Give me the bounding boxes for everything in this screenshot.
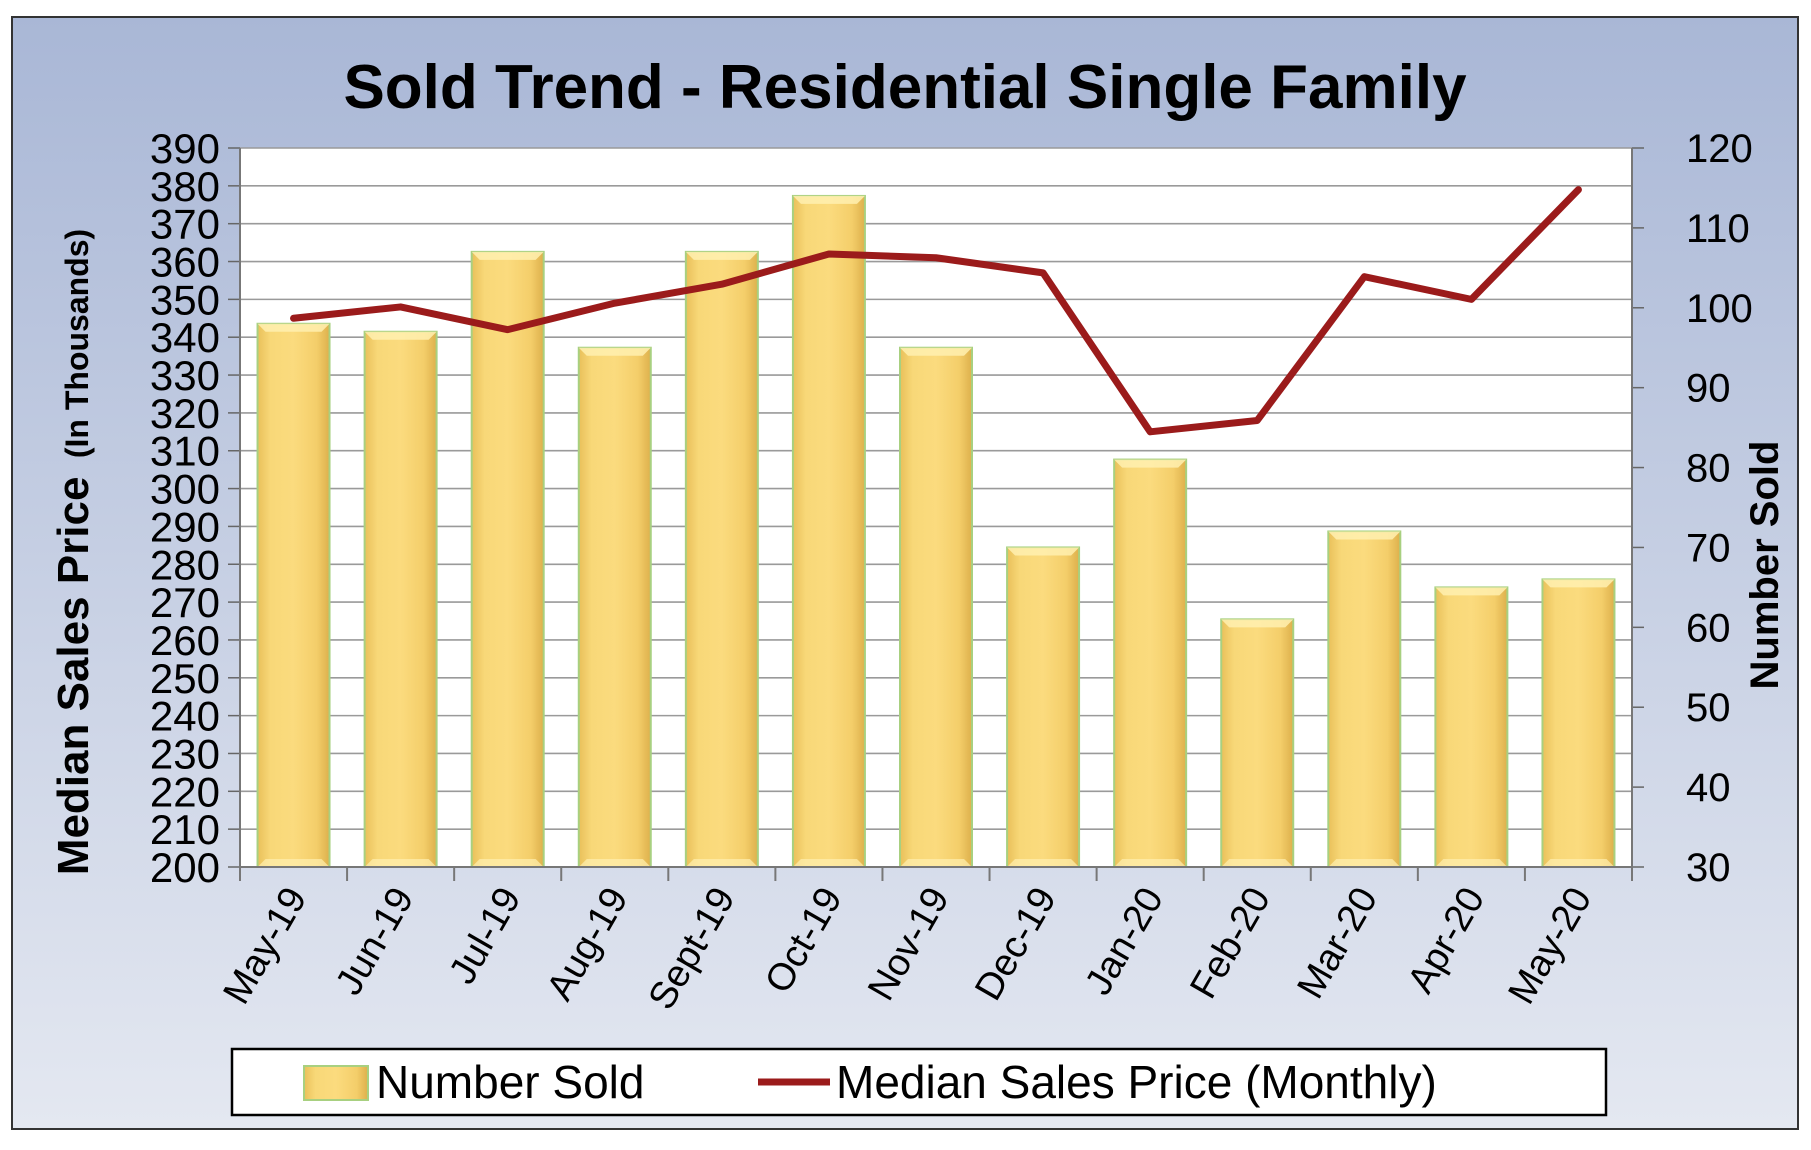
- bar: [472, 252, 544, 867]
- y-axis-label-note: (In Thousands): [59, 229, 95, 458]
- right-tick-label: 110: [1686, 207, 1750, 251]
- bar: [1114, 460, 1186, 867]
- right-tick-label: 70: [1686, 526, 1731, 570]
- y-axis-label-main: Median Sales Price: [49, 477, 98, 876]
- bar: [258, 324, 330, 867]
- chart-title: Sold Trend - Residential Single Family: [343, 53, 1467, 122]
- left-tick-label: 390: [150, 125, 220, 172]
- right-tick-label: 30: [1686, 846, 1731, 890]
- legend-label-number-sold: Number Sold: [376, 1056, 644, 1108]
- right-tick-label: 60: [1686, 606, 1731, 650]
- bar: [900, 348, 972, 867]
- right-tick-label: 50: [1686, 686, 1731, 730]
- bar: [1221, 619, 1293, 867]
- left-axis-ticks: 2002102202302402502602702802903003103203…: [150, 125, 220, 891]
- bar: [1007, 547, 1079, 867]
- right-tick-label: 40: [1686, 766, 1731, 810]
- bar: [1435, 587, 1507, 867]
- bar: [579, 348, 651, 867]
- y2-axis-label: Number Sold: [1743, 441, 1787, 690]
- bar: [1542, 579, 1614, 867]
- right-tick-label: 100: [1686, 287, 1753, 331]
- right-tick-label: 120: [1686, 127, 1753, 171]
- legend: Number Sold Median Sales Price (Monthly): [232, 1049, 1606, 1115]
- right-tick-label: 80: [1686, 447, 1731, 491]
- bar: [686, 252, 758, 867]
- right-tick-label: 90: [1686, 367, 1731, 411]
- legend-swatch-number-sold: [304, 1066, 368, 1100]
- legend-label-median-price: Median Sales Price (Monthly): [836, 1056, 1437, 1108]
- bar: [365, 332, 437, 867]
- bar: [1328, 531, 1400, 867]
- bar: [793, 196, 865, 867]
